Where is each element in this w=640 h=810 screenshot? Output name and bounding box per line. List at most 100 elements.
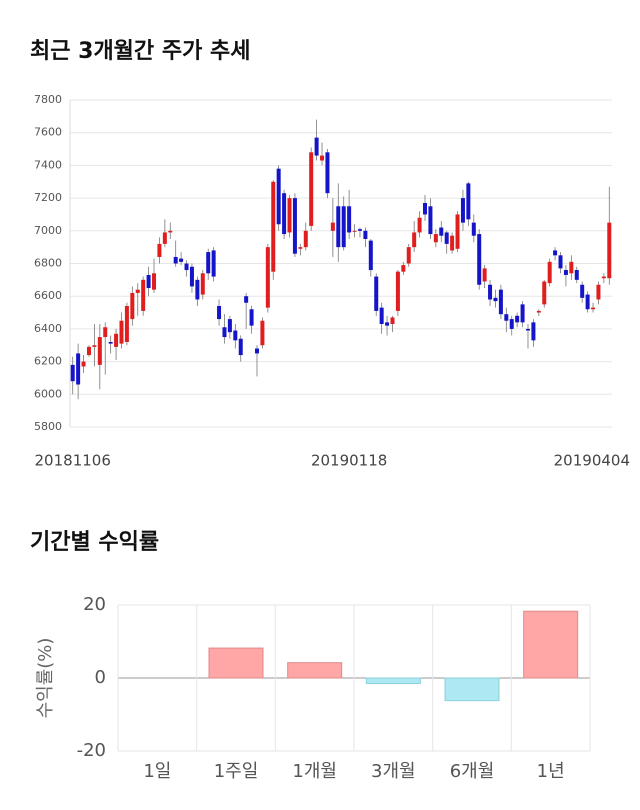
- candle-body: [488, 284, 493, 300]
- candle-body: [76, 353, 81, 385]
- candle-body: [498, 289, 503, 315]
- candle-body: [444, 232, 449, 244]
- candle-body: [330, 222, 335, 231]
- bar: [365, 677, 421, 684]
- candle-body: [179, 258, 184, 262]
- candle-body: [455, 214, 460, 249]
- candle-body: [206, 252, 211, 274]
- candle-body: [282, 193, 287, 235]
- candle-body: [509, 319, 514, 329]
- x-tick-label: 20190404: [554, 452, 630, 470]
- candle-body: [374, 276, 379, 311]
- candle-body: [601, 276, 606, 279]
- candle-body: [135, 289, 140, 293]
- y-tick-label: 20: [83, 594, 106, 615]
- candle-body: [341, 206, 346, 248]
- candle-body: [130, 292, 135, 320]
- candle-body: [423, 203, 428, 215]
- candle-body: [292, 198, 297, 254]
- candle-body: [173, 256, 178, 264]
- candle-body: [168, 230, 173, 233]
- candle-body: [157, 243, 162, 257]
- candle-body: [86, 346, 91, 356]
- x-tick-label: 6개월: [450, 761, 495, 782]
- candle-body: [81, 361, 86, 367]
- candle-body: [515, 315, 520, 323]
- candle-body: [536, 310, 541, 313]
- y-tick-label: 7800: [34, 93, 62, 106]
- candle-body: [417, 217, 422, 233]
- section-title: 최근 3개월간 주가 추세: [30, 39, 250, 64]
- y-axis-label: 수익률(%): [35, 638, 56, 719]
- candle-body: [265, 247, 270, 308]
- candle-body: [569, 261, 574, 274]
- y-tick-label: 7200: [34, 191, 62, 204]
- candle-body: [260, 320, 265, 346]
- candle-body: [368, 240, 373, 271]
- candle-body: [390, 317, 395, 324]
- candle-body: [596, 284, 601, 300]
- candle-body: [379, 307, 384, 324]
- candle-body: [97, 337, 102, 365]
- candle-body: [92, 345, 97, 347]
- y-tick-label: 6400: [34, 322, 62, 335]
- bar: [208, 647, 264, 679]
- x-tick-label: 20190118: [311, 452, 387, 470]
- x-tick-label: 20181106: [35, 452, 111, 470]
- candle-body: [607, 222, 612, 279]
- candle-body: [276, 168, 281, 225]
- candle-body: [189, 266, 194, 287]
- candle-body: [287, 198, 292, 233]
- candle-body: [591, 307, 596, 310]
- candle-body: [482, 268, 487, 282]
- candle-body: [70, 364, 75, 382]
- candle-body: [363, 230, 368, 239]
- candle-body: [254, 348, 259, 354]
- candle-body: [352, 230, 357, 232]
- candle-body: [244, 296, 249, 303]
- candle-body: [336, 206, 341, 248]
- candle-body: [217, 306, 222, 320]
- y-tick-label: 6000: [34, 387, 62, 400]
- candle-body: [466, 183, 471, 220]
- candle-body: [325, 152, 330, 194]
- candle-body: [195, 279, 200, 300]
- candle-body: [433, 234, 438, 243]
- candle-body: [184, 263, 189, 271]
- candle-body: [585, 294, 590, 310]
- bar: [523, 610, 579, 679]
- candle-body: [233, 330, 238, 341]
- y-tick-label: 6600: [34, 289, 62, 302]
- candle-body: [406, 247, 411, 264]
- candle-body: [385, 322, 390, 326]
- candle-body: [542, 281, 547, 305]
- candle-body: [200, 273, 205, 295]
- candle-body: [412, 232, 417, 248]
- x-tick-label: 3개월: [371, 761, 416, 782]
- candle-body: [249, 309, 254, 326]
- candle-body: [227, 319, 232, 333]
- candle-body: [347, 206, 352, 233]
- candle-body: [320, 155, 325, 161]
- candle-body: [558, 255, 563, 269]
- x-tick-label: 1개월: [292, 761, 337, 782]
- bar: [444, 677, 500, 702]
- candle-body: [460, 198, 465, 223]
- x-tick-label: 1년: [537, 761, 565, 782]
- candle-body: [103, 327, 108, 338]
- candle-body: [395, 271, 400, 311]
- candle-body: [574, 270, 579, 280]
- bar: [287, 662, 343, 679]
- y-tick-label: 5800: [34, 420, 62, 433]
- candle-body: [520, 304, 525, 323]
- candle-body: [428, 206, 433, 235]
- y-tick-label: 7400: [34, 158, 62, 171]
- x-tick-label: 1일: [143, 761, 171, 782]
- y-tick-label: 6800: [34, 257, 62, 270]
- candle-body: [309, 152, 314, 226]
- candle-body: [119, 320, 124, 344]
- candle-body: [141, 279, 146, 311]
- y-tick-label: -20: [77, 740, 106, 761]
- candle-body: [271, 181, 276, 272]
- candle-body: [238, 338, 243, 356]
